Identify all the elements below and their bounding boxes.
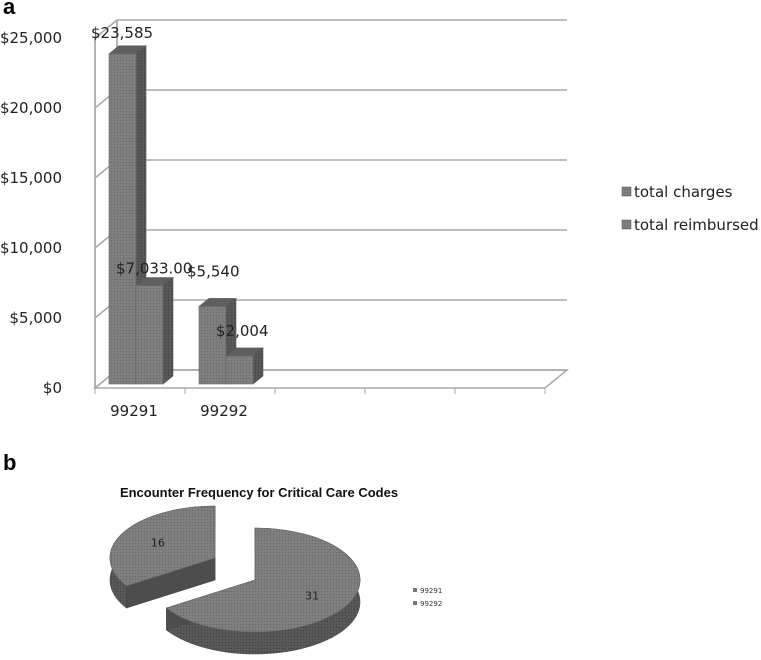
y-tick-label: $10,000 [0,239,62,257]
data-label: $23,585 [91,24,153,42]
legend-swatch [621,186,632,197]
pie-slice-top [109,505,216,587]
legend-label: total reimbursed [634,216,759,234]
pie-slice [165,527,361,655]
bar-side [162,276,174,385]
pie-slice [109,505,216,609]
data-labels: $23,585 $7,033.00$5,540 $2,004 [91,24,269,340]
bar [108,45,147,385]
x-tick-label: 99292 [200,402,248,420]
bar-front [198,306,227,385]
legend-label: 99291 [420,587,442,595]
legend-label: total charges [634,183,733,201]
y-tick-label: $0 [43,379,62,397]
data-label: $7,033.00 [116,260,192,278]
bar-legend: total charges total reimbursed [621,183,759,234]
data-label: $2,004 [216,322,269,340]
bar-front [135,285,164,385]
y-tick-label: $25,000 [0,29,62,47]
legend-label: 99292 [420,600,442,608]
pie-value-label: 31 [305,589,319,602]
panel-a-label: a [3,0,16,19]
y-tick-label: $5,000 [10,309,63,327]
bar [198,297,237,385]
chart-wall [92,19,570,394]
pie-value-label: 16 [151,537,165,550]
pie-chart: 31 16 [109,505,361,655]
bar [225,347,264,385]
gridline-diagonal [94,19,118,39]
legend-swatch [621,219,632,230]
y-tick-label: $20,000 [0,99,62,117]
x-tick-label: 99291 [110,402,158,420]
y-axis-ticks: $0 $5,000 $10,000 $15,000 $20,000 $25,000 [0,29,62,397]
y-tick-label: $15,000 [0,169,62,187]
x-axis-ticks: 99291 99292 [110,402,248,420]
legend-swatch [413,588,417,592]
pie-slice-top [165,527,361,633]
data-label: $5,540 [187,262,240,280]
panel-b-label: b [3,450,16,475]
bar-front [225,355,254,385]
bar-series [108,45,264,385]
legend-swatch [413,601,417,605]
bar-front [108,53,137,385]
pie-title: Encounter Frequency for Critical Care Co… [120,485,398,500]
bar [135,276,174,385]
pie-legend: 99291 99292 [413,587,442,608]
